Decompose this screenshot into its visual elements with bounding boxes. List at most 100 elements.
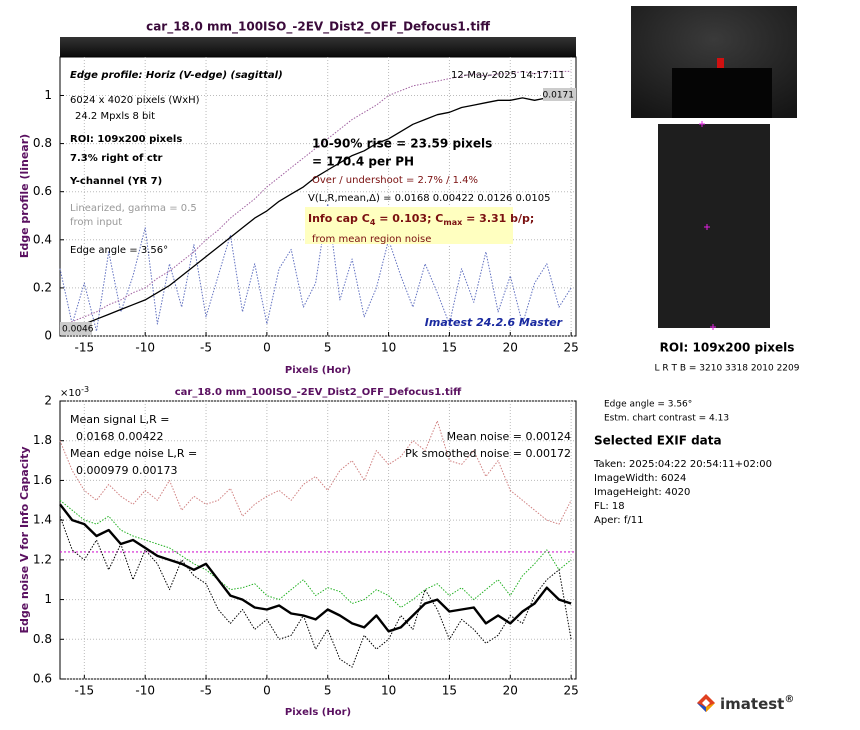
annotation: 6024 x 4020 pixels (WxH) (70, 95, 200, 106)
annotation: = 170.4 per PH (312, 155, 414, 169)
series-line (59, 499, 572, 608)
annotation: 7.3% right of ctr (70, 153, 163, 164)
info-sub: max (443, 218, 463, 227)
logo: imatest® (697, 694, 794, 713)
annotation: from input (70, 217, 122, 228)
y-axis-label: Edge noise V for Info Capacity (18, 446, 31, 633)
y-tick-label: 2 (44, 394, 52, 408)
annotation: from mean region noise (312, 234, 431, 245)
x-tick-label: 10 (381, 684, 396, 698)
chart-title: car_18.0 mm_100ISO_-2EV_Dist2_OFF_Defocu… (146, 20, 490, 35)
annotation: Imatest 24.2.6 Master (425, 316, 563, 329)
x-tick-label: -10 (135, 341, 155, 355)
annotation: 0.000979 0.00173 (76, 464, 177, 477)
info-sub: 4 (370, 218, 376, 227)
x-tick-label: 0 (263, 341, 271, 355)
exif-title: Selected EXIF data (594, 434, 722, 448)
x-tick-label: -5 (200, 684, 212, 698)
x-tick-label: 15 (442, 684, 457, 698)
x-tick-label: -15 (75, 341, 95, 355)
y-tick-label: 1.2 (33, 552, 52, 566)
x-tick-label: 25 (563, 341, 578, 355)
x-tick-label: -15 (75, 684, 95, 698)
thumbnail-table (672, 68, 772, 118)
y-axis-label: Edge profile (linear) (18, 134, 31, 258)
y-tick-label: 0.6 (33, 184, 52, 198)
y-tick-label: 1 (44, 592, 52, 606)
annotation: Mean noise = 0.00124 (447, 430, 571, 443)
axis-multiplier: ×10-3 (60, 385, 89, 400)
annotation: Pk smoothed noise = 0.00172 (405, 447, 571, 460)
annotation: ROI: 109x200 pixels (70, 134, 182, 145)
y-tick-label: 0.8 (33, 632, 52, 646)
thumbnail-object (717, 58, 724, 68)
x-tick-label: 15 (442, 341, 457, 355)
x-tick-label: 5 (324, 684, 332, 698)
plot-area (59, 400, 577, 680)
exif-line: Taken: 2025:04:22 20:54:11+02:00 (593, 459, 772, 470)
roi-markers (699, 121, 716, 330)
series-line (59, 503, 572, 633)
x-tick-label: 0 (263, 684, 271, 698)
y-tick-label: 0.4 (33, 232, 52, 246)
y-tick-label: 0 (44, 329, 52, 343)
info-text: = 0.103; C (375, 212, 443, 225)
x-tick-label: 20 (503, 341, 518, 355)
value-box (60, 322, 92, 335)
annotation: 10-90% rise = 23.59 pixels (312, 137, 492, 151)
x-tick-label: -10 (135, 684, 155, 698)
annotation: 12-May-2025 14:17:11 (451, 70, 565, 81)
info-text: Info cap C (308, 212, 370, 225)
annotation: V(L,R,mean,Δ) = 0.0168 0.00422 0.0126 0.… (308, 193, 551, 204)
value-box (543, 88, 576, 101)
y-tick-label: 1.6 (33, 473, 52, 487)
series-line (59, 70, 572, 327)
y-tick-label: 0.6 (33, 672, 52, 686)
annotation: Over / undershoot = 2.7% / 1.4% (312, 175, 478, 186)
annotations: Edge profile: Horiz (V-edge) (sagittal) … (60, 70, 576, 335)
series-line (59, 203, 572, 332)
edge-angle: Edge angle = 3.56° (604, 400, 692, 410)
annotations: Mean signal L,R = 0.0168 0.00422 Mean ed… (70, 413, 571, 477)
x-axis-label: Pixels (Hor) (285, 365, 351, 376)
exif-line: ImageWidth: 6024 (594, 473, 686, 484)
annotation: 0.0168 0.00422 (76, 430, 163, 443)
annotation: Edge angle = 3.56° (70, 245, 168, 256)
series-line (59, 420, 572, 525)
info-text: = 3.31 b/p; (462, 212, 534, 225)
annotation: 24.2 Mpxls 8 bit (75, 111, 155, 122)
annotation: 0.0046 (62, 325, 94, 335)
annotation: 0.0171 (543, 91, 575, 101)
plot-area (59, 56, 577, 337)
x-tick-label: 25 (563, 684, 578, 698)
logo-text: imatest® (720, 694, 794, 713)
annotation: Y-channel (YR 7) (69, 176, 162, 187)
header-bar (60, 37, 576, 57)
multiplier-exponent: -3 (81, 385, 89, 394)
y-tick-label: 0.2 (33, 280, 52, 294)
multiplier-base: ×10 (60, 388, 81, 399)
x-tick-label: -5 (200, 341, 212, 355)
x-tick-label: 5 (324, 341, 332, 355)
annotation: Linearized, gamma = 0.5 (70, 203, 197, 214)
y-tick-label: 1 (44, 88, 52, 102)
annotation: Mean edge noise L,R = (70, 447, 197, 460)
logo-mark: ® (784, 694, 794, 705)
x-tick-label: 20 (503, 684, 518, 698)
exif-line: ImageHeight: 4020 (594, 487, 690, 498)
exif-list: Taken: 2025:04:22 20:54:11+02:00 ImageWi… (593, 459, 772, 526)
roi-crop (658, 124, 770, 328)
exif-line: Aper: f/11 (594, 515, 643, 526)
y-tick-label: 0.8 (33, 136, 52, 150)
y-tick-label: 1.4 (33, 513, 52, 527)
annotation: Info cap C4 = 0.103; Cmax = 3.31 b/p; (308, 212, 534, 227)
y-tick-label: 1.8 (33, 433, 52, 447)
x-tick-label: 10 (381, 341, 396, 355)
chart-contrast: Estm. chart contrast = 4.13 (604, 414, 729, 424)
info-box (305, 207, 513, 244)
exif-line: FL: 18 (594, 501, 625, 512)
chart-title: car_18.0 mm_100ISO_-2EV_Dist2_OFF_Defocu… (175, 387, 462, 398)
annotation: Edge profile: Horiz (V-edge) (sagittal) (70, 70, 283, 81)
